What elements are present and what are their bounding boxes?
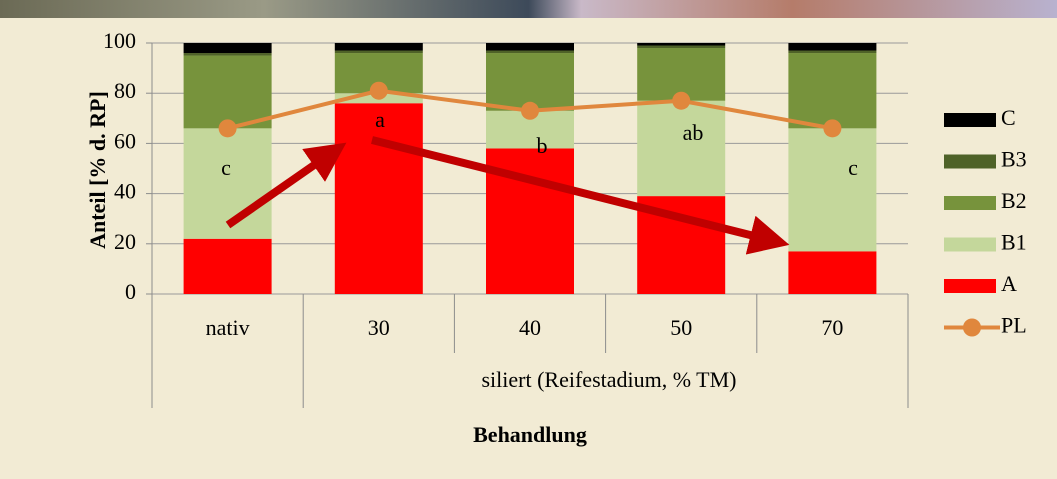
- bar-segment: [183, 43, 272, 54]
- line-point: [369, 81, 388, 100]
- x-tick-label: 50: [670, 315, 692, 340]
- y-tick-label: 80: [114, 78, 136, 103]
- bar-segment: [334, 43, 423, 51]
- y-tick-label: 0: [125, 279, 136, 304]
- x-tick-label: nativ: [206, 315, 250, 340]
- y-tick-label: 40: [114, 179, 136, 204]
- bar-segment: [486, 53, 574, 111]
- annotation: a: [375, 107, 385, 132]
- x-tick-label: 30: [368, 315, 390, 340]
- y-tick-label: 100: [103, 28, 136, 53]
- x-tick-label: 40: [519, 315, 541, 340]
- header-image: [0, 0, 1057, 18]
- bar-segment: [183, 238, 272, 294]
- legend-swatch: [944, 279, 996, 293]
- y-tick-label: 60: [114, 128, 136, 153]
- trend-arrows: [225, 136, 790, 255]
- bar-segment: [334, 50, 423, 54]
- bar-segment: [788, 50, 877, 54]
- bar-segment: [788, 53, 877, 129]
- bar-segment: [486, 50, 574, 54]
- line-point: [672, 91, 691, 110]
- bar-segment: [637, 100, 726, 197]
- legend-label: B2: [1001, 188, 1027, 213]
- bar-segment: [183, 53, 272, 56]
- legend-swatch: [944, 113, 996, 127]
- arrow: [371, 136, 790, 255]
- legend-label: C: [1001, 105, 1016, 130]
- bar-segment: [788, 43, 877, 51]
- bar-segment: [788, 251, 877, 294]
- y-axis-label: Anteil [% d. RP]: [85, 91, 110, 249]
- bar-segment: [183, 128, 272, 239]
- line-point: [823, 119, 842, 138]
- bar-segment: [486, 43, 574, 51]
- legend-swatch: [944, 154, 996, 169]
- annotation: b: [537, 133, 548, 158]
- x-tick-label: 70: [821, 315, 843, 340]
- legend-swatch: [944, 237, 996, 252]
- line-point: [218, 119, 237, 138]
- legend-marker: [963, 318, 981, 337]
- line-point: [521, 101, 539, 120]
- legend-label: PL: [1001, 313, 1027, 338]
- annotation: c: [848, 155, 858, 180]
- bar-segment: [334, 103, 423, 295]
- x-axis-label: Behandlung: [473, 422, 587, 447]
- legend-label: B3: [1001, 147, 1027, 172]
- bar-segment: [183, 55, 272, 129]
- legend-swatch: [944, 196, 996, 210]
- legend-label: B1: [1001, 230, 1027, 255]
- x-group-label: siliert (Reifestadium, % TM): [482, 367, 737, 392]
- bar-segment: [788, 128, 877, 252]
- y-tick-label: 20: [114, 229, 136, 254]
- annotation: c: [221, 155, 231, 180]
- plot: 0 20 40 60 80 100 nativ 30 40 50 70: [103, 28, 909, 408]
- annotation: ab: [683, 120, 704, 145]
- arrow: [225, 142, 347, 229]
- bar-segment: [637, 43, 726, 46]
- legend-label: A: [1001, 271, 1017, 296]
- bar-segment: [637, 45, 726, 49]
